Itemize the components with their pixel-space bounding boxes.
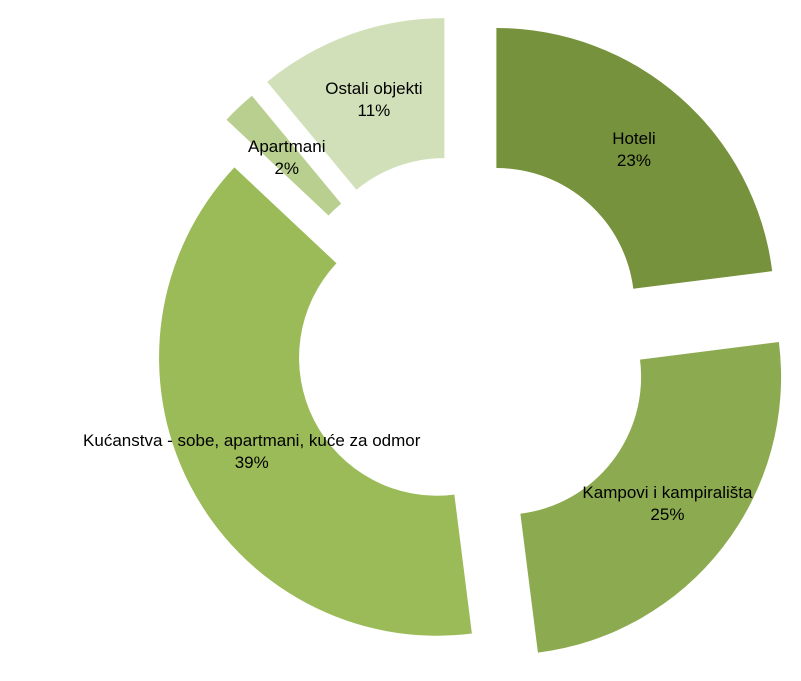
category-label: Hoteli <box>612 128 656 148</box>
donut-segment <box>159 167 472 636</box>
donut-segment <box>226 95 342 216</box>
data-label: Kućanstva - sobe, apartmani, kuće za odm… <box>82 430 422 474</box>
value-label: 25% <box>650 505 685 525</box>
value-label: 23% <box>616 150 651 170</box>
donut-segment <box>496 27 773 289</box>
data-label: Apartmani 2% <box>117 136 457 180</box>
value-label: 11% <box>357 101 391 121</box>
category-label: Kućanstva - sobe, apartmani, kuće za odm… <box>83 431 421 451</box>
value-label: 2% <box>274 159 300 179</box>
value-label: 39% <box>234 453 269 473</box>
category-label: Ostali objekti <box>325 79 423 99</box>
category-label: Apartmani <box>248 137 326 157</box>
data-label: Kampovi i kampirališta 25% <box>497 482 801 526</box>
donut-segment <box>267 18 445 190</box>
category-label: Kampovi i kampirališta <box>582 483 753 503</box>
data-label: Hoteli 23% <box>464 128 801 172</box>
donut-segment <box>520 342 782 653</box>
data-label: Ostali objekti 11% <box>204 78 544 122</box>
